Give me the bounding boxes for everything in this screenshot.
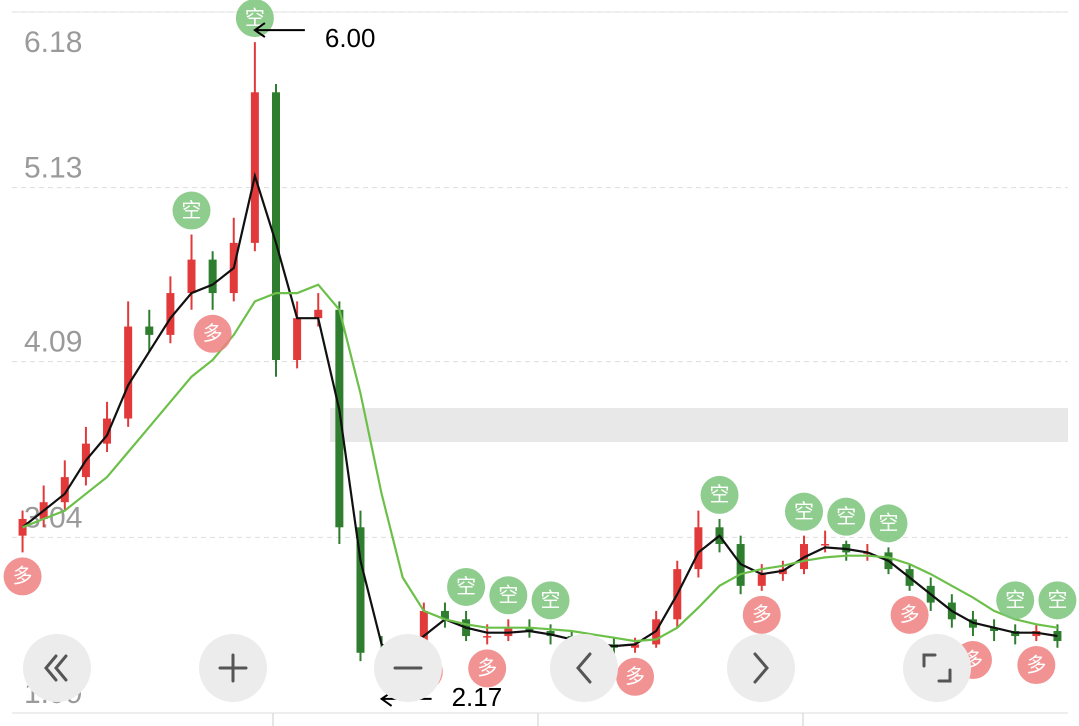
signal-bubble xyxy=(489,576,528,615)
candle-body xyxy=(18,518,27,536)
signal-label: 空 xyxy=(456,575,476,598)
candle-body xyxy=(272,92,280,360)
signal-label: 空 xyxy=(245,6,265,29)
candle-body xyxy=(1053,631,1062,642)
candle-body xyxy=(314,309,323,319)
candle-body xyxy=(483,636,492,638)
signal-bubble xyxy=(890,595,929,634)
signal-label: 空 xyxy=(541,589,561,612)
candle-body xyxy=(440,610,449,620)
signal-label: 多 xyxy=(752,603,772,626)
signal-bubble xyxy=(827,497,866,536)
signal-bubble xyxy=(172,191,211,230)
signal-bubble xyxy=(235,0,274,38)
next-button[interactable] xyxy=(727,634,795,702)
zoom-in-button[interactable] xyxy=(199,634,267,702)
signal-bubble xyxy=(468,649,507,688)
signal-bubble xyxy=(447,567,486,606)
plot: 1.993.044.095.136.18多空多空多空多空空多多空多空空空多多空多… xyxy=(3,0,1077,714)
signal-bubble xyxy=(3,557,42,596)
signal-label: 多 xyxy=(900,603,920,626)
y-tick-label: 4.09 xyxy=(24,326,82,359)
y-tick-label: 3.04 xyxy=(24,501,82,534)
candle-body xyxy=(757,574,766,586)
candle-body xyxy=(103,418,112,444)
zoom-out-button[interactable] xyxy=(374,634,442,702)
signal-label: 空 xyxy=(498,584,518,607)
signal-bubble xyxy=(996,581,1035,620)
signal-label: 多 xyxy=(477,657,497,680)
candle-body xyxy=(124,326,133,419)
y-tick-label: 5.13 xyxy=(24,152,82,185)
candle-body xyxy=(166,293,175,335)
candle-body xyxy=(821,544,830,546)
signal-bubble xyxy=(1038,581,1077,620)
candle-body xyxy=(293,318,302,360)
scroll-start-button[interactable] xyxy=(23,634,91,702)
candle-body xyxy=(60,477,69,503)
previous-button[interactable] xyxy=(550,634,618,702)
signal-bubble xyxy=(531,581,570,620)
signal-label: 空 xyxy=(710,483,730,506)
fullscreen-button[interactable] xyxy=(903,634,971,702)
signal-label: 空 xyxy=(1005,589,1025,612)
signal-bubble xyxy=(742,595,781,634)
candle-body xyxy=(250,92,259,243)
signal-label: 多 xyxy=(203,322,223,345)
candle-body xyxy=(694,527,703,570)
ma-line xyxy=(21,171,1058,655)
signal-label: 空 xyxy=(836,505,856,528)
signal-bubble xyxy=(785,492,823,531)
y-tick-label: 6.18 xyxy=(24,26,82,59)
low-annotation: 2.17 xyxy=(452,682,503,712)
signal-bubble xyxy=(700,475,739,514)
signal-label: 空 xyxy=(182,199,202,222)
ma-line xyxy=(22,283,1058,643)
candle-body xyxy=(525,627,534,632)
candle-body xyxy=(145,326,154,335)
candle-body xyxy=(187,259,196,294)
signal-label: 多 xyxy=(625,665,645,688)
candle-body xyxy=(419,610,428,645)
highlight-band xyxy=(330,408,1068,442)
signal-label: 空 xyxy=(878,512,898,535)
signal-label: 空 xyxy=(1047,589,1067,612)
signal-label: 多 xyxy=(13,565,33,588)
candle-body xyxy=(990,627,999,632)
annotation-arrow xyxy=(253,22,305,38)
signal-bubble xyxy=(616,657,655,696)
candle-body xyxy=(631,644,640,648)
candle-body xyxy=(208,259,217,294)
signal-bubble xyxy=(193,314,232,353)
signal-label: 空 xyxy=(794,500,814,523)
candle-body xyxy=(335,309,344,528)
signal-bubble xyxy=(869,504,908,543)
signal-label: 多 xyxy=(1026,653,1046,676)
high-annotation: 6.00 xyxy=(325,23,376,53)
signal-bubble xyxy=(1017,646,1056,685)
candle-body xyxy=(356,527,365,653)
controls xyxy=(23,634,971,702)
